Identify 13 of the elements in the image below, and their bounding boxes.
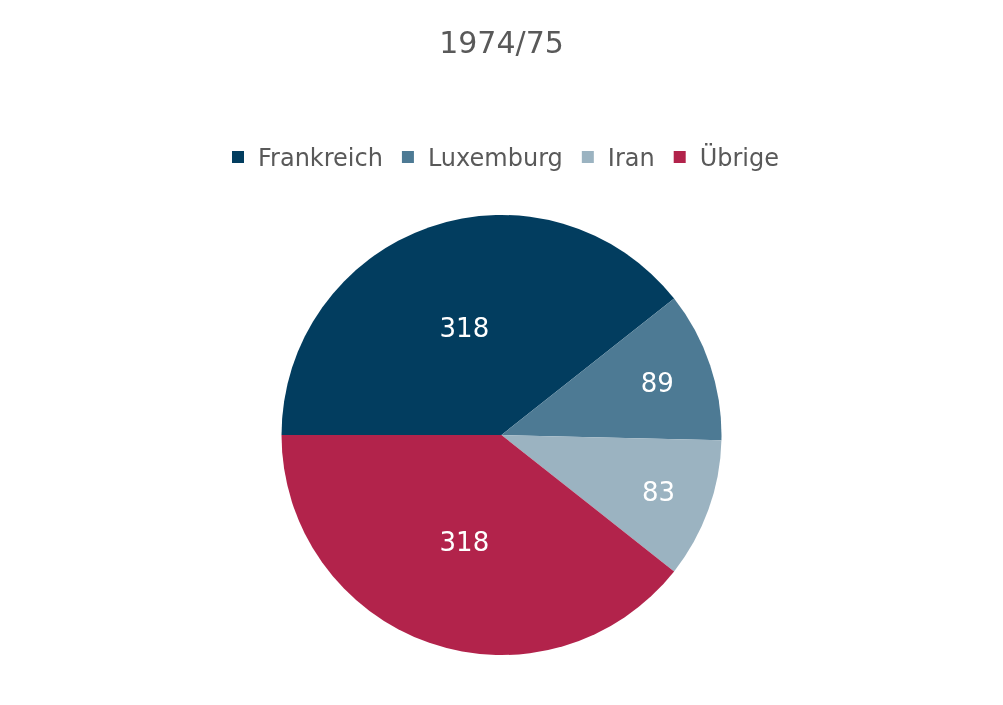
legend-label: Frankreich	[258, 144, 383, 173]
chart-title: 1974/75	[439, 24, 564, 60]
data-label: 318	[439, 313, 490, 344]
data-label: 83	[642, 476, 676, 507]
data-label: 318	[439, 526, 490, 557]
legend-label: Übrige	[699, 143, 780, 173]
legend-label: Luxemburg	[427, 144, 563, 173]
data-label: 89	[640, 367, 674, 398]
pie-slice	[501, 435, 722, 572]
pie-slice	[501, 298, 722, 441]
pie-slice	[281, 215, 675, 435]
legend-label: Iran	[607, 144, 655, 173]
pie-slice	[281, 435, 675, 655]
